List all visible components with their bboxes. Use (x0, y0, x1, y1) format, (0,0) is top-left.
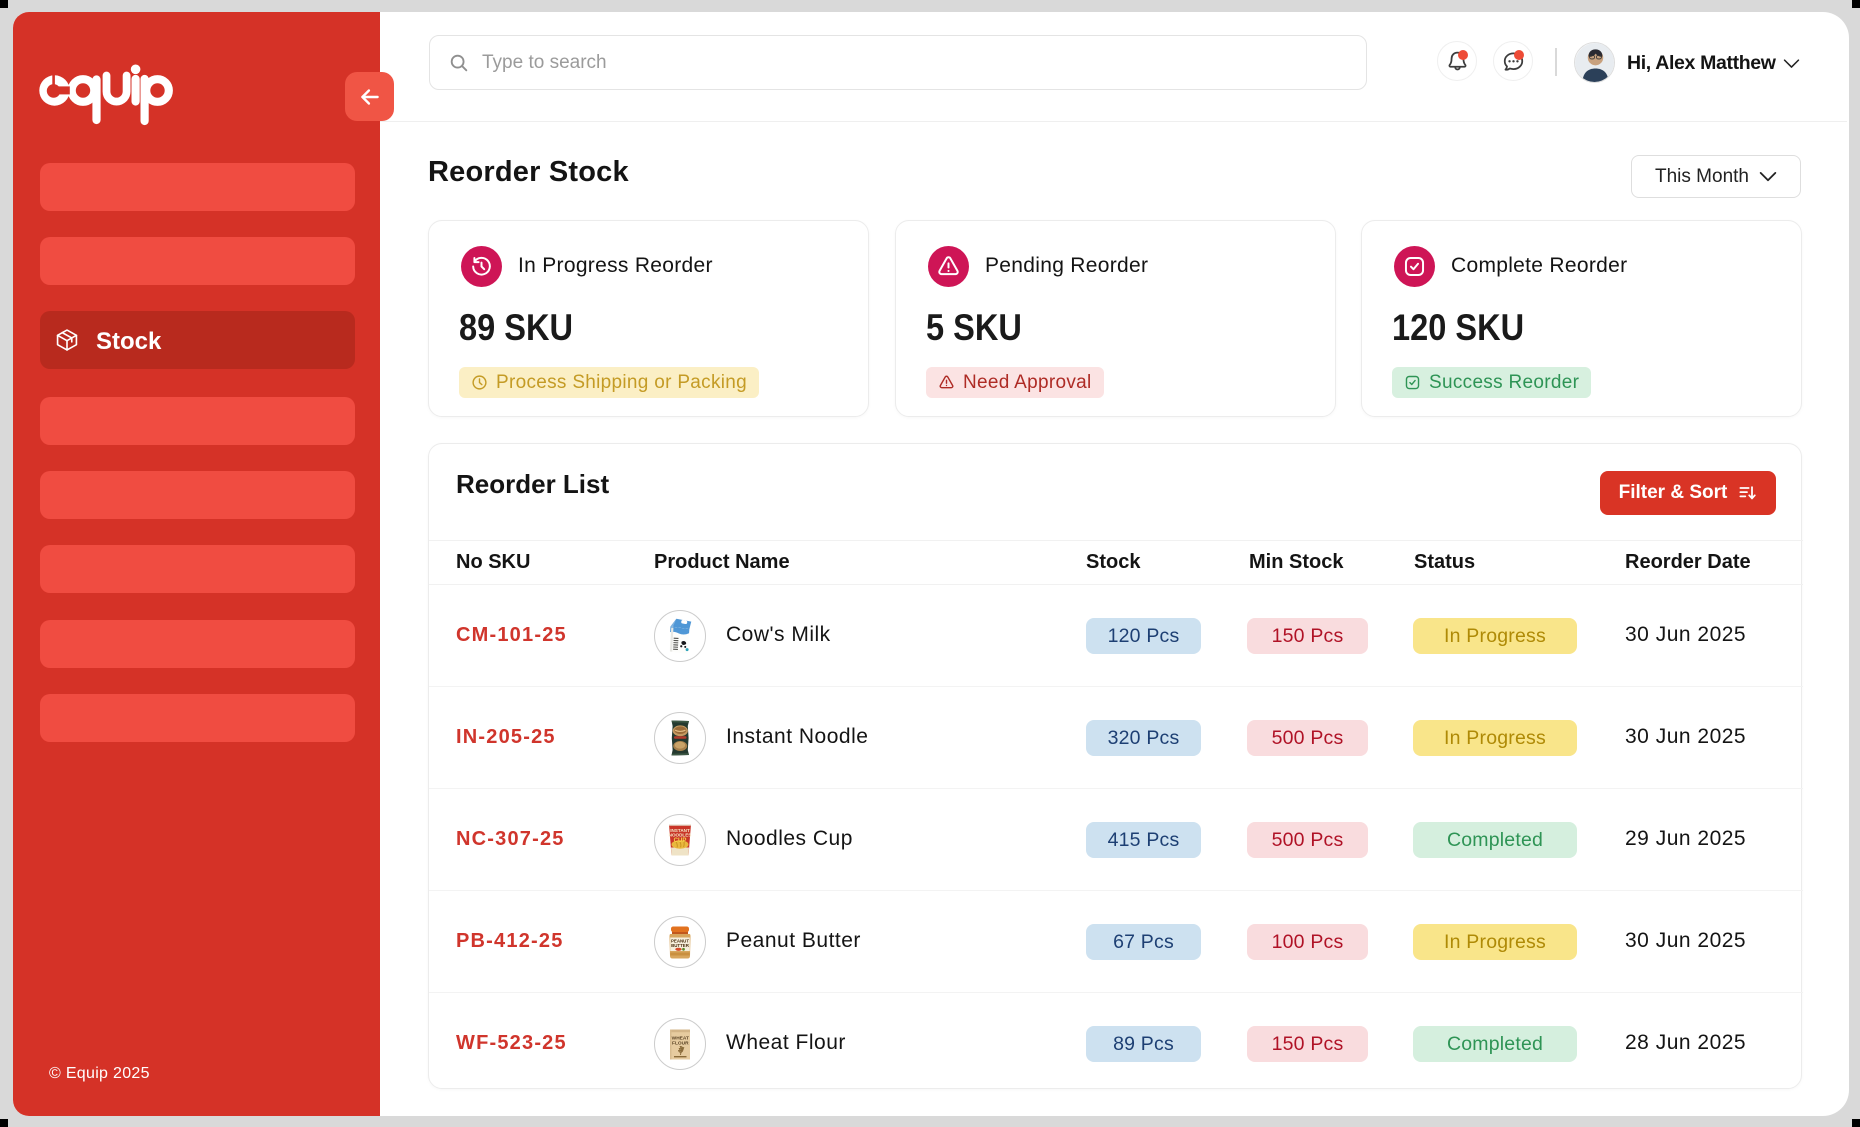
svg-text:PEANUT: PEANUT (671, 939, 689, 944)
svg-text:NOODLES: NOODLES (669, 833, 692, 838)
svg-text:INSTANT: INSTANT (670, 828, 690, 833)
svg-text:CUP: CUP (674, 838, 687, 844)
svg-text:FLOUR: FLOUR (672, 1041, 689, 1047)
svg-text:BUTTER: BUTTER (671, 943, 690, 948)
svg-text:WHEAT: WHEAT (672, 1036, 689, 1042)
